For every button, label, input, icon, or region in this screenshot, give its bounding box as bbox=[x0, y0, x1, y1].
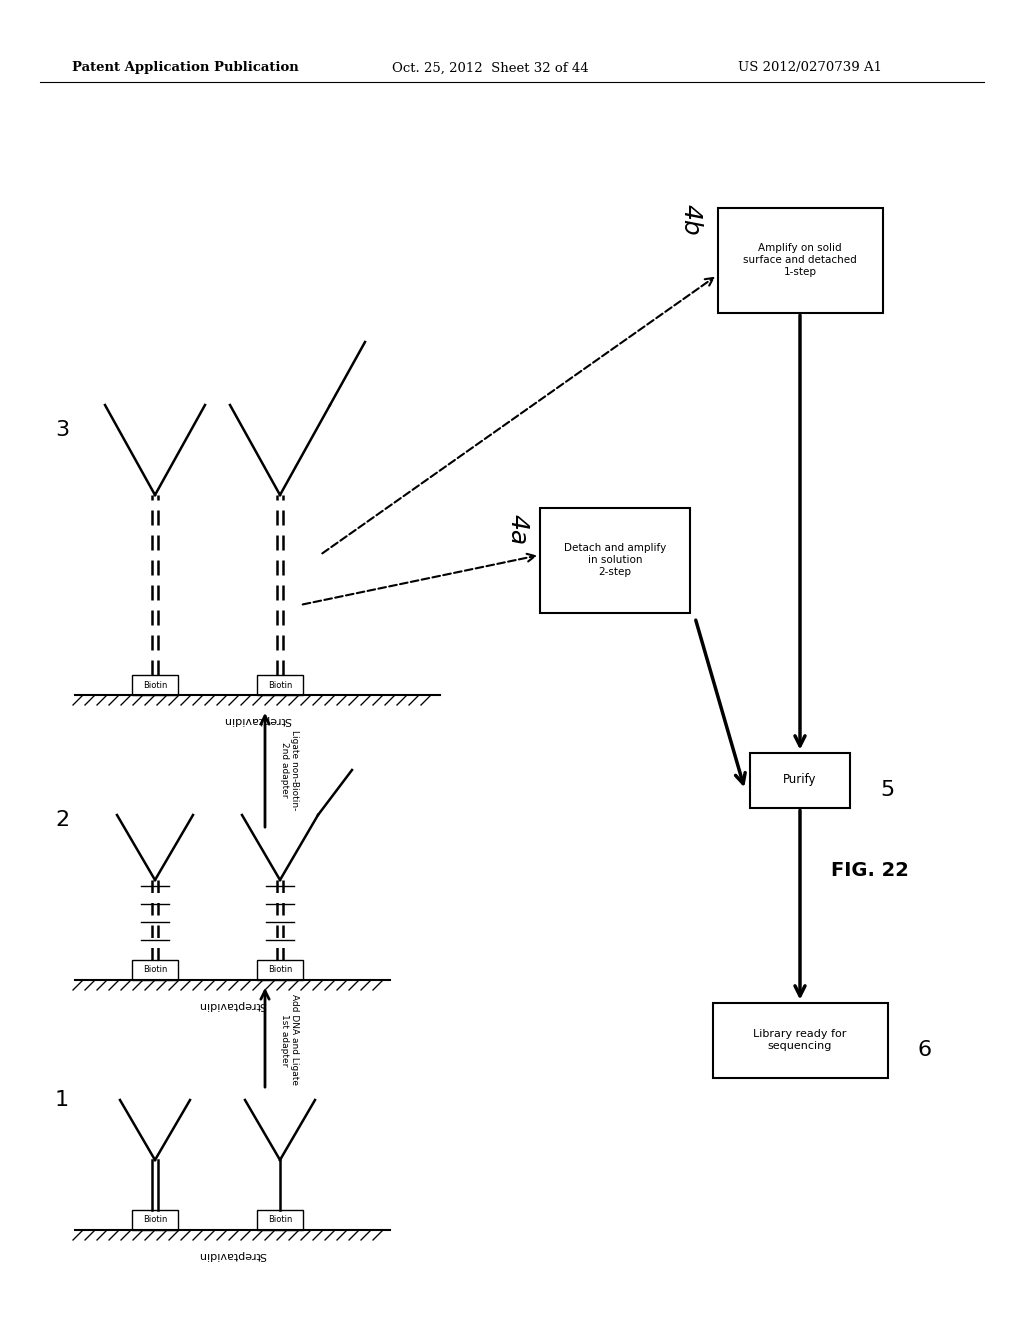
Text: 4b: 4b bbox=[679, 205, 702, 236]
Text: Add DNA and Ligate
1st adapter: Add DNA and Ligate 1st adapter bbox=[280, 994, 299, 1085]
Bar bbox=[132, 675, 178, 696]
Text: Detach and amplify
in solution
2-step: Detach and amplify in solution 2-step bbox=[564, 544, 667, 577]
Bar bbox=[713, 1002, 888, 1077]
Bar bbox=[718, 207, 883, 313]
Text: Biotin: Biotin bbox=[268, 681, 292, 689]
Text: FIG. 22: FIG. 22 bbox=[831, 861, 909, 879]
Text: Biotin: Biotin bbox=[142, 965, 167, 974]
Text: 3: 3 bbox=[55, 420, 70, 440]
Text: Streptavidin: Streptavidin bbox=[223, 715, 292, 725]
Text: 6: 6 bbox=[918, 1040, 932, 1060]
Text: 5: 5 bbox=[880, 780, 894, 800]
Text: 4a: 4a bbox=[506, 515, 530, 545]
Text: Patent Application Publication: Patent Application Publication bbox=[72, 62, 298, 74]
Text: Streptavidin: Streptavidin bbox=[199, 1250, 266, 1261]
Bar bbox=[257, 960, 303, 979]
Text: US 2012/0270739 A1: US 2012/0270739 A1 bbox=[738, 62, 882, 74]
Text: 1: 1 bbox=[55, 1090, 70, 1110]
Text: Biotin: Biotin bbox=[142, 1216, 167, 1225]
Text: Amplify on solid
surface and detached
1-step: Amplify on solid surface and detached 1-… bbox=[743, 243, 857, 277]
Text: Purify: Purify bbox=[783, 774, 817, 787]
Bar bbox=[540, 507, 690, 612]
Text: Oct. 25, 2012  Sheet 32 of 44: Oct. 25, 2012 Sheet 32 of 44 bbox=[392, 62, 589, 74]
Text: Biotin: Biotin bbox=[268, 1216, 292, 1225]
Bar bbox=[257, 1210, 303, 1230]
Bar bbox=[132, 960, 178, 979]
Bar bbox=[257, 675, 303, 696]
Text: Library ready for
sequencing: Library ready for sequencing bbox=[754, 1030, 847, 1051]
Text: Biotin: Biotin bbox=[268, 965, 292, 974]
Text: Biotin: Biotin bbox=[142, 681, 167, 689]
Text: Ligate non-Biotin-
2nd adapter: Ligate non-Biotin- 2nd adapter bbox=[280, 730, 299, 810]
Bar bbox=[132, 1210, 178, 1230]
Bar bbox=[750, 752, 850, 808]
Text: Streptavidin: Streptavidin bbox=[199, 1001, 266, 1010]
Text: 2: 2 bbox=[55, 810, 70, 830]
